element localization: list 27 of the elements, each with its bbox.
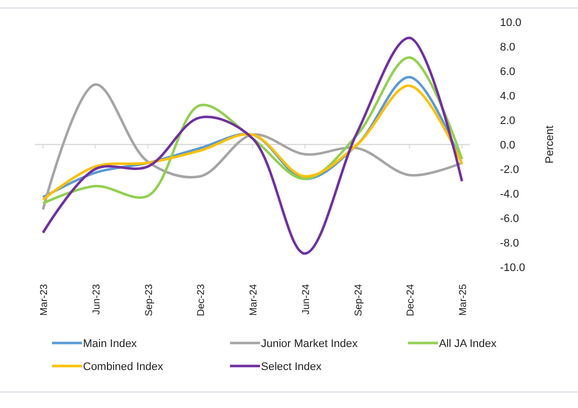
- x-tick-label: Dec-24: [406, 284, 417, 316]
- legend-label: All JA Index: [439, 338, 497, 350]
- y-tick-label: 6.0: [500, 66, 516, 78]
- x-tick-label: Jun-24: [300, 284, 312, 315]
- x-tick-label: Mar-24: [248, 284, 260, 316]
- x-tick-label: Mar-23: [39, 284, 50, 316]
- legend-label: Main Index: [83, 338, 138, 350]
- x-tick-label: Dec-23: [196, 284, 208, 316]
- y-tick-label: 8.0: [500, 42, 516, 54]
- y-tick-label: -8.0: [500, 238, 519, 250]
- y-tick-label: -10.0: [500, 262, 526, 274]
- y-tick-label: 4.0: [500, 90, 516, 102]
- y-tick-label: -6.0: [500, 213, 519, 225]
- x-tick-label: Sep-24: [353, 284, 364, 316]
- legend-label: Combined Index: [83, 361, 164, 373]
- line-series: [42, 36, 464, 255]
- y-tick-label: 2.0: [500, 115, 516, 127]
- legend-label: Junior Market Index: [261, 338, 358, 350]
- x-tick-label: Jun-23: [91, 284, 102, 315]
- y-tick-label: -2.0: [500, 164, 519, 176]
- x-tick-label: Sep-23: [144, 284, 155, 316]
- legend-label: Select Index: [261, 361, 322, 373]
- y-axis-title: Percent: [544, 126, 556, 164]
- y-tick-label: -4.0: [500, 188, 519, 200]
- y-tick-label: 10.0: [500, 17, 522, 29]
- y-tick-label: 0.0: [500, 140, 516, 152]
- x-tick-label: Mar-25: [458, 284, 469, 316]
